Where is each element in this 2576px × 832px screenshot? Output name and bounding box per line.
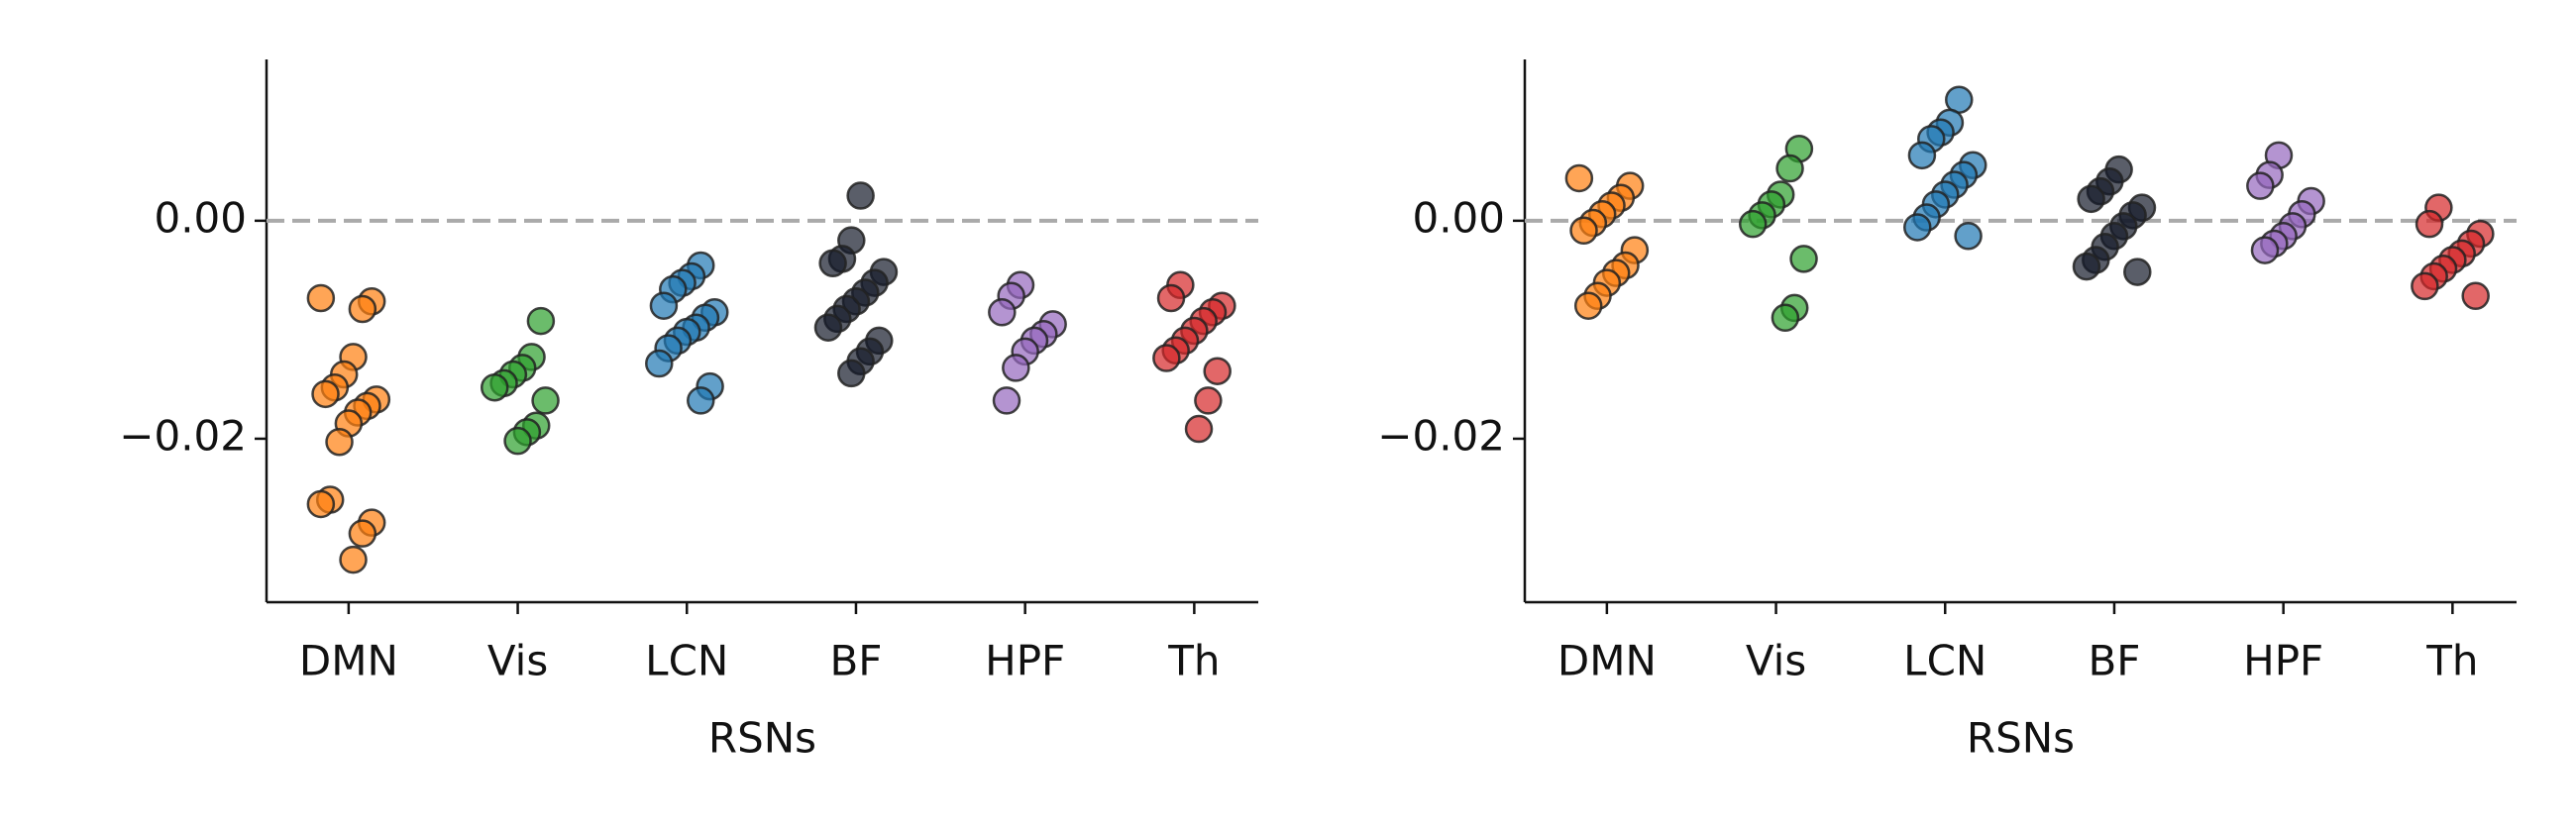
x-tick-label: Th bbox=[2425, 637, 2478, 685]
point bbox=[306, 489, 336, 519]
point bbox=[1573, 291, 1603, 320]
point bbox=[348, 294, 377, 324]
point bbox=[1194, 386, 1223, 415]
point bbox=[480, 372, 509, 402]
point bbox=[1152, 344, 1181, 372]
point bbox=[2077, 184, 2105, 214]
x-tick-label: HPF bbox=[985, 637, 1065, 685]
x-axis-label: RSNs bbox=[1967, 714, 2075, 763]
point bbox=[1775, 154, 1804, 183]
point bbox=[1738, 209, 1768, 239]
x-tick-label: Vis bbox=[487, 637, 548, 685]
point bbox=[348, 519, 377, 548]
point bbox=[1002, 354, 1030, 382]
point bbox=[1907, 141, 1937, 170]
y-tick-label: 0.00 bbox=[154, 193, 247, 242]
point bbox=[503, 426, 532, 456]
point bbox=[325, 427, 354, 457]
point bbox=[1771, 303, 1800, 333]
point bbox=[1569, 216, 1598, 246]
point bbox=[649, 291, 679, 320]
point bbox=[1203, 357, 1232, 385]
point bbox=[1954, 222, 1983, 251]
x-tick-label: BF bbox=[829, 637, 882, 685]
x-tick-label: HPF bbox=[2243, 637, 2323, 685]
point bbox=[813, 313, 843, 342]
point bbox=[531, 386, 560, 415]
point bbox=[2461, 281, 2490, 311]
point bbox=[2072, 252, 2101, 281]
point bbox=[2415, 209, 2444, 239]
point bbox=[339, 545, 368, 574]
point bbox=[837, 359, 866, 388]
point bbox=[306, 283, 336, 313]
point bbox=[311, 379, 340, 409]
x-tick-label: BF bbox=[2088, 637, 2140, 685]
point bbox=[846, 181, 875, 210]
point bbox=[645, 349, 674, 378]
point bbox=[1789, 245, 1818, 273]
x-tick-label: DMN bbox=[299, 637, 398, 685]
point bbox=[687, 386, 715, 415]
point bbox=[992, 386, 1021, 415]
x-axis-label: RSNs bbox=[708, 714, 816, 763]
y-tick-label: 0.00 bbox=[1412, 193, 1505, 242]
point bbox=[2123, 258, 2152, 286]
point bbox=[526, 306, 556, 336]
x-tick-label: Vis bbox=[1746, 637, 1806, 685]
point bbox=[2246, 171, 2275, 200]
x-tick-label: DMN bbox=[1557, 637, 1657, 685]
point bbox=[1564, 163, 1594, 193]
y-tick-label: −0.02 bbox=[119, 411, 247, 460]
x-tick-label: LCN bbox=[645, 637, 728, 685]
point bbox=[988, 298, 1017, 327]
point bbox=[1903, 213, 1932, 242]
x-tick-label: LCN bbox=[1903, 637, 1986, 685]
point bbox=[1184, 414, 1214, 444]
point bbox=[2411, 271, 2439, 301]
x-tick-label: Th bbox=[1167, 637, 1220, 685]
y-tick-label: −0.02 bbox=[1377, 411, 1505, 460]
point bbox=[818, 249, 847, 278]
point bbox=[1156, 283, 1186, 313]
point bbox=[2250, 236, 2280, 264]
